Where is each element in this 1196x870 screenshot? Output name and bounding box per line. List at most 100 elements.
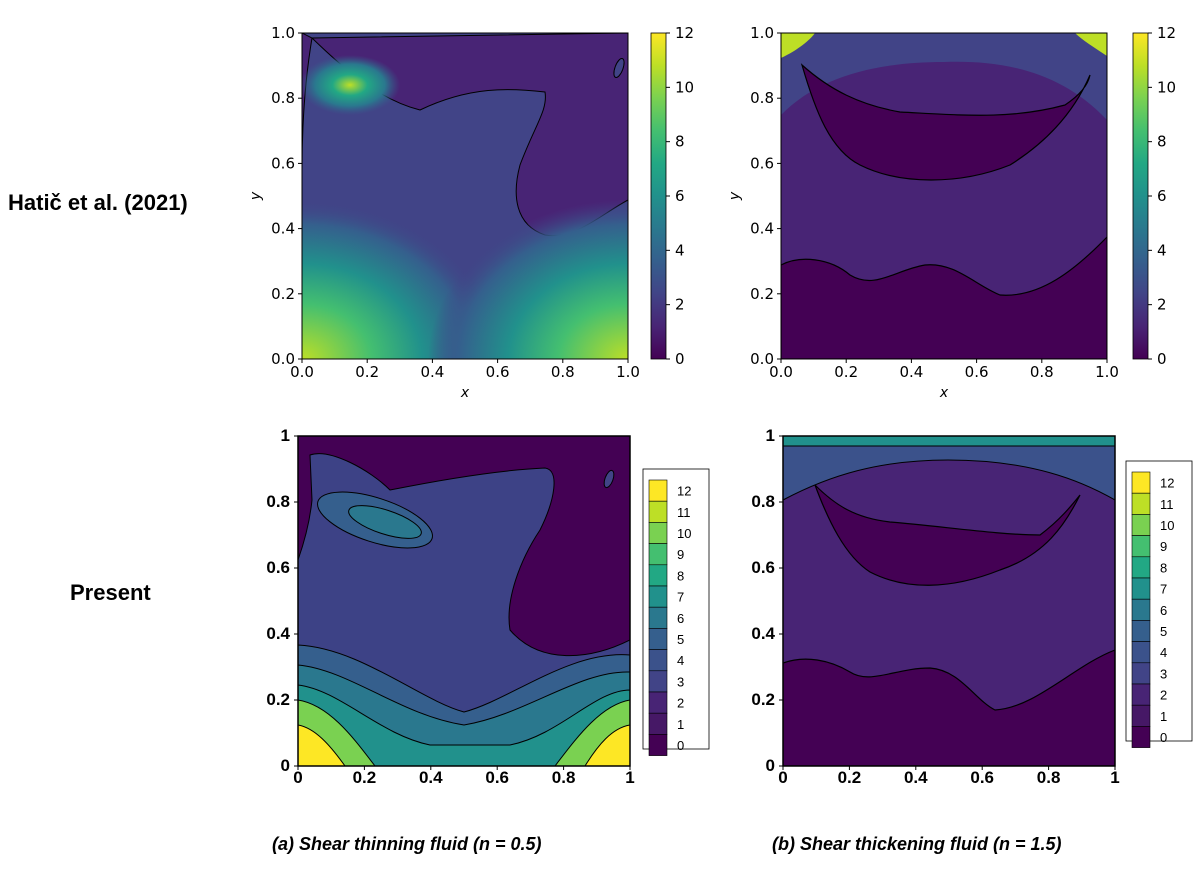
y-tick-label: 0 [281,756,290,775]
x-tick-label: 0.4 [420,363,444,381]
x-axis-label: x [460,385,470,401]
tl-corner-right [428,200,628,359]
x-tick-label: 0.2 [353,768,377,787]
x-tick-label: 1.0 [616,363,640,381]
y-tick-label: 0.8 [750,89,774,107]
colorbar-level-label: 7 [677,590,684,605]
br-top-lid [783,436,1115,447]
panel-bottom-right [783,436,1115,766]
colorbar-swatch [1131,704,1151,727]
colorbar-tick-label: 2 [1157,296,1167,314]
colorbar-swatch [1131,598,1151,621]
caption-shear-thinning: (a) Shear thinning fluid (n = 0.5) [272,834,542,854]
colorbar-swatch [1131,577,1151,600]
colorbar-level-label: 4 [1160,645,1167,660]
colorbar-tick-label: 0 [1157,350,1167,368]
y-axis-label: y [248,191,264,201]
y-tick-label: 0.6 [751,558,775,577]
colorbar-level-label: 10 [677,526,691,541]
colorbar-level-label: 9 [677,547,684,562]
colorbar-swatch [1131,662,1151,685]
br-frame [782,435,1116,767]
tr-bottom-band [781,236,1107,359]
y-tick-label: 0.2 [271,285,295,303]
x-tick-label: 0.4 [899,363,923,381]
colorbar-tick-label: 10 [675,78,694,96]
y-tick-label: 1.0 [271,24,295,42]
tr-crescent [800,63,1091,181]
colorbar-swatch [1131,620,1151,642]
colorbar-swatch [1131,556,1151,579]
colorbar-level-label: 3 [1160,666,1167,681]
x-tick-label: 0.8 [1037,768,1061,787]
row-label-hatic: Hatič et al. (2021) [8,190,188,215]
x-tick-label: 0.2 [834,363,858,381]
colorbar-tick-label: 8 [675,133,685,151]
br-bottom-band [783,649,1115,766]
colorbar-swatch [648,479,668,502]
bl-small-blob [603,469,615,489]
y-tick-label: 0 [766,756,775,775]
colorbar-swatch [648,522,668,544]
x-tick-label: 0.8 [552,768,576,787]
y-tick-label: 1.0 [750,24,774,42]
colorbar-level-label: 0 [1160,730,1167,745]
colorbar-swatch [1131,492,1151,515]
tr-corner-left [781,33,815,58]
colorbar-swatch [648,734,668,756]
y-tick-label: 0.8 [271,89,295,107]
bl-frame [297,435,631,767]
colorbar-swatch [648,606,668,629]
colorbar-swatch [648,564,668,587]
colorbar-swatch [1131,471,1151,494]
colorbar-level-label: 2 [677,696,684,711]
colorbar-swatch [648,670,668,693]
colorbar-level-label: 8 [1160,560,1167,575]
colorbar-level-label: 4 [677,653,684,668]
colorbar-swatch [1131,535,1151,558]
colorbar-swatch [648,649,668,672]
colorbar-level-label: 5 [677,632,684,647]
colorbar-swatch [1131,641,1151,664]
y-tick-label: 0.4 [271,220,295,238]
y-tick-label: 0.2 [751,690,775,709]
colorbar-level-label: 12 [677,484,691,499]
colorbar-swatch [648,691,668,714]
colorbar-level-label: 2 [1160,688,1167,703]
tr-corner-right [1075,33,1107,56]
row-label-present: Present [70,580,151,605]
x-tick-label: 0.6 [965,363,989,381]
colorbar-tick-label: 0 [675,350,685,368]
x-tick-label: 0.2 [355,363,379,381]
tl-peak [302,55,400,115]
y-tick-label: 0.6 [266,558,290,577]
panel-top-left [302,33,628,359]
x-tick-label: 0.6 [486,363,510,381]
colorbar-level-label: 12 [1160,476,1174,491]
x-tick-label: 0.4 [419,768,443,787]
x-tick-label: 0.0 [290,363,314,381]
y-tick-label: 0.8 [751,492,775,511]
y-tick-label: 0.4 [266,624,290,643]
colorbar-swatch [1131,683,1151,706]
colorbar-level-label: 3 [677,674,684,689]
colorbar-level-label: 1 [1160,709,1167,724]
x-tick-label: 0 [293,768,302,787]
y-tick-label: 1 [766,426,775,445]
colorbar-level-label: 6 [1160,603,1167,618]
y-tick-label: 1 [281,426,290,445]
colorbar-swatch [648,712,668,735]
bl-peak-inner [348,505,422,539]
bl-band-3 [298,684,630,766]
colorbar-swatch [648,543,668,566]
x-tick-label: 0 [778,768,787,787]
colorbar-level-label: 11 [1160,497,1174,512]
colorbar-level-label: 0 [677,738,684,753]
x-tick-label: 0.8 [1030,363,1054,381]
colorbar-swatch [648,628,668,650]
y-axis-label: y [727,191,743,201]
tl-small-blob [613,58,625,78]
